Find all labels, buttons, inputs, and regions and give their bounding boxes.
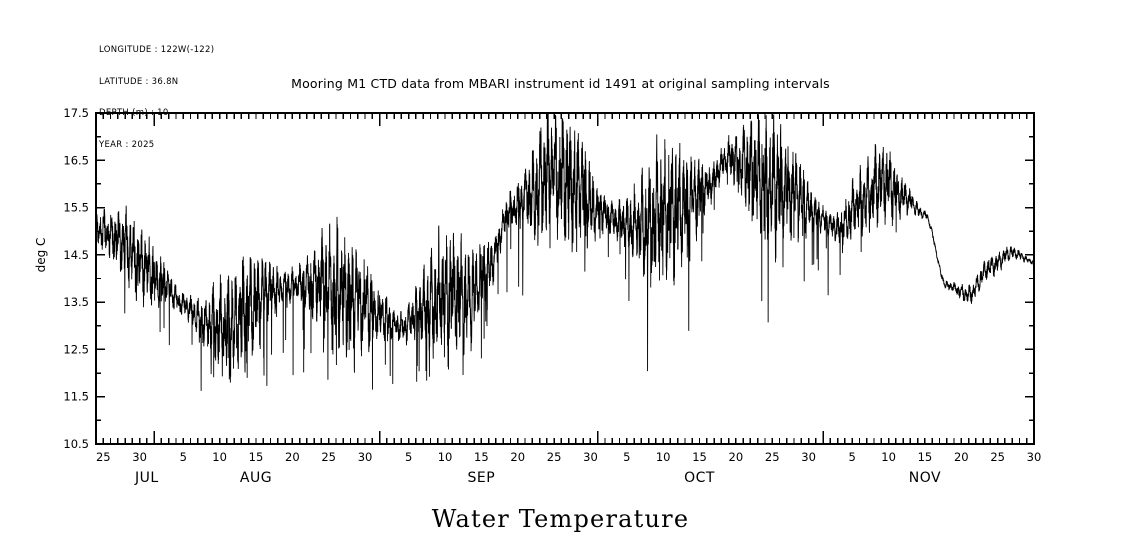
metadata-longitude: LONGITUDE : 122W(-122): [99, 45, 215, 55]
x-tick-label: 15: [692, 450, 707, 464]
x-tick-label: 5: [180, 450, 187, 464]
month-label: AUG: [239, 470, 273, 486]
chart-title: Mooring M1 CTD data from MBARI instrumen…: [291, 76, 830, 91]
x-tick-label: 30: [1027, 450, 1042, 464]
x-tick-label: 10: [438, 450, 453, 464]
y-tick-label: 13.5: [63, 295, 89, 309]
x-tick-label: 20: [510, 450, 525, 464]
x-tick-label: 30: [358, 450, 373, 464]
x-tick-label: 20: [285, 450, 300, 464]
x-tick-label: 10: [212, 450, 227, 464]
x-tick-label: 30: [801, 450, 816, 464]
x-tick-label: 20: [954, 450, 969, 464]
y-tick-label: 16.5: [63, 153, 89, 167]
y-tick-label: 11.5: [63, 390, 89, 404]
month-label: SEP: [467, 470, 496, 486]
month-label: OCT: [684, 470, 715, 486]
metadata-year: YEAR : 2025: [99, 139, 155, 150]
y-tick-label: 12.5: [63, 342, 89, 356]
x-tick-label: 25: [547, 450, 562, 464]
y-tick-label: 17.5: [63, 106, 89, 120]
x-tick-label: 25: [96, 450, 111, 464]
month-label: NOV: [908, 470, 942, 486]
y-tick-label: 10.5: [63, 437, 89, 451]
y-tick-label: 14.5: [63, 248, 89, 262]
y-tick-label: 15.5: [63, 201, 89, 215]
month-label: JUL: [135, 470, 159, 486]
x-tick-label: 5: [849, 450, 856, 464]
metadata-latitude: LATITUDE : 36.8N: [99, 76, 179, 87]
temperature-series: [95, 113, 1035, 391]
x-tick-label: 15: [918, 450, 933, 464]
plot-axes: 10.5 11.5 12.5 13.5 14.5 15.5 16.5 17.5 25 30 5 10 1…: [63, 106, 1041, 464]
x-tick-label: 5: [623, 450, 630, 464]
x-tick-label: 15: [249, 450, 264, 464]
x-tick-label: 25: [765, 450, 780, 464]
x-tick-label: 10: [656, 450, 671, 464]
x-tick-label: 20: [729, 450, 744, 464]
x-tick-label: 15: [474, 450, 489, 464]
x-tick-label: 10: [881, 450, 896, 464]
x-tick-label: 30: [132, 450, 147, 464]
x-tick-label: 25: [990, 450, 1005, 464]
x-tick-label: 30: [583, 450, 598, 464]
temperature-line: [95, 113, 1035, 391]
x-tick-label: 25: [321, 450, 336, 464]
plot-bottom-title: Water Temperature: [431, 505, 690, 533]
plot-frame: [95, 112, 1035, 445]
x-tick-label: 5: [405, 450, 412, 464]
